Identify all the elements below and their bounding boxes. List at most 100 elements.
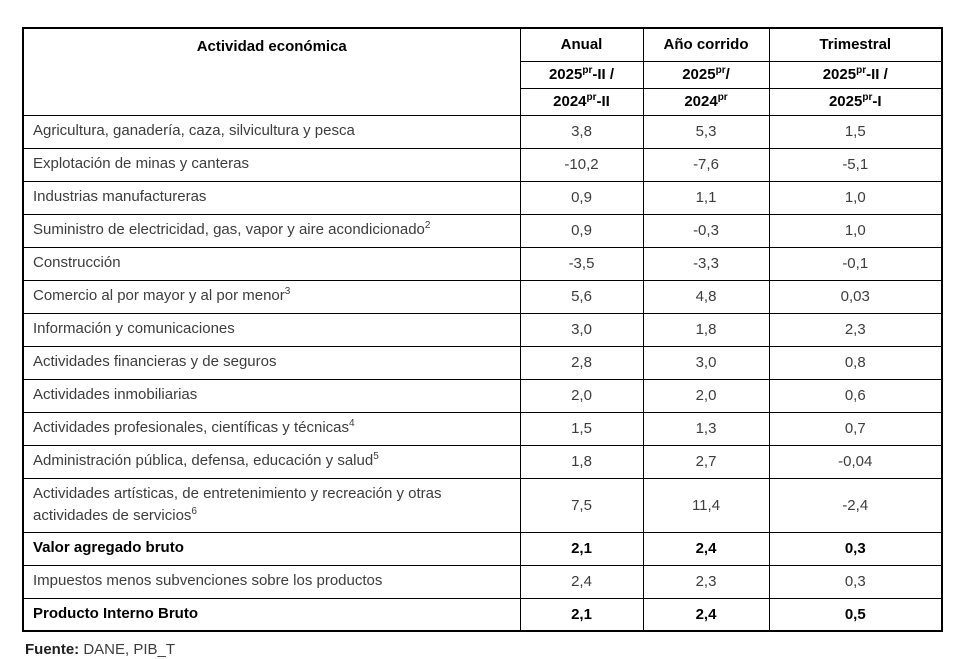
activity-label: Explotación de minas y canteras (33, 155, 249, 173)
period-cell-ytd-bottom: 2024pr (642, 87, 770, 116)
table-row: Actividades artísticas, de entretenimien… (22, 477, 943, 533)
activity-label-cell: Suministro de electricidad, gas, vapor y… (22, 213, 521, 248)
value-cell: 0,3 (768, 564, 943, 599)
period-sup: pr (586, 92, 597, 103)
period-suffix: / (725, 66, 730, 83)
activity-label: Información y comunicaciones (33, 320, 235, 338)
value-cell: 3,0 (519, 312, 644, 347)
value-cell: 1,5 (519, 411, 644, 446)
value-cell: 0,7 (768, 411, 943, 446)
activity-label: Industrias manufactureras (33, 188, 207, 206)
value-cell: 11,4 (642, 477, 770, 533)
value-cell: 2,8 (519, 345, 644, 380)
activity-label-cell: Información y comunicaciones (22, 312, 521, 347)
value-cell: 1,8 (519, 444, 644, 479)
value-cell: 0,6 (768, 378, 943, 413)
activity-label: Construcción (33, 254, 121, 272)
activity-label-cell: Construcción (22, 246, 521, 281)
source-label: Fuente: (25, 641, 80, 658)
footnote-marker: 3 (284, 286, 291, 298)
value-cell: 0,5 (768, 597, 943, 632)
value-cell: 1,0 (768, 180, 943, 215)
period-suffix: -II / (592, 66, 615, 83)
col-header-year-to-date: Año corrido (642, 27, 770, 62)
period-suffix: -II (596, 93, 610, 110)
activity-label-cell: Industrias manufactureras (22, 180, 521, 215)
table-body: Agricultura, ganadería, caza, silvicultu… (22, 114, 943, 632)
value-cell: 2,1 (519, 597, 644, 632)
value-cell: 2,4 (642, 531, 770, 566)
activity-label: Actividades financieras y de seguros (33, 353, 277, 371)
period-sup: pr (717, 92, 728, 103)
period-year: 2025 (828, 93, 863, 110)
activity-label: Impuestos menos subvenciones sobre los p… (33, 572, 383, 590)
table-row: Construcción -3,5 -3,3 -0,1 (22, 246, 943, 281)
activity-label-cell: Producto Interno Bruto (22, 597, 521, 632)
activity-label: Suministro de electricidad, gas, vapor y… (33, 221, 425, 239)
period-year: 2025 (682, 66, 716, 83)
activity-label: Actividades profesionales, científicas y… (33, 419, 349, 437)
period-year: 2024 (684, 93, 718, 110)
period-year: 2025 (548, 66, 583, 83)
value-cell: 2,4 (642, 597, 770, 632)
table-row: Impuestos menos subvenciones sobre los p… (22, 564, 943, 599)
period-year: 2025 (822, 66, 857, 83)
value-cell: 2,4 (519, 564, 644, 599)
period-cell-annual-bottom: 2024pr-II (519, 87, 644, 116)
value-cell: 0,8 (768, 345, 943, 380)
table-row: Explotación de minas y canteras -10,2 -7,6… (22, 147, 943, 182)
value-cell: 2,1 (519, 531, 644, 566)
value-cell: -3,3 (642, 246, 770, 281)
value-cell: -0,04 (768, 444, 943, 479)
activity-label-cell: Impuestos menos subvenciones sobre los p… (22, 564, 521, 599)
period-cell-quarterly-top: 2025pr-II / (768, 60, 943, 89)
value-cell: 2,0 (519, 378, 644, 413)
value-cell: -0,3 (642, 213, 770, 248)
activity-label-cell: Administración pública, defensa, educaci… (22, 444, 521, 479)
value-cell: -7,6 (642, 147, 770, 182)
value-cell: 1,5 (768, 114, 943, 149)
value-cell: 1,1 (642, 180, 770, 215)
footnote-marker: 6 (191, 506, 197, 517)
value-cell: 5,6 (519, 279, 644, 314)
value-cell: -10,2 (519, 147, 644, 182)
value-cell: 2,0 (642, 378, 770, 413)
value-cell: 3,0 (642, 345, 770, 380)
value-cell: -5,1 (768, 147, 943, 182)
activity-label: Producto Interno Bruto (33, 605, 198, 622)
activity-label: Actividades artísticas, de entretenimien… (33, 484, 442, 525)
source-value: DANE, PIB_T (83, 641, 176, 658)
activity-label-cell: Actividades inmobiliarias (22, 378, 521, 413)
table-row: Comercio al por mayor y al por menor3 5,6… (22, 279, 943, 314)
source-note: Fuente: DANE, PIB_T (25, 641, 958, 658)
table-row: Valor agregado bruto 2,1 2,4 0,3 (22, 531, 943, 566)
table-row: Actividades financieras y de seguros 2,8 3… (22, 345, 943, 380)
col-header-annual: Anual (519, 27, 644, 62)
table-row: Industrias manufactureras 0,9 1,1 1,0 (22, 180, 943, 215)
activity-label: Administración pública, defensa, educaci… (33, 452, 374, 470)
table-row: Agricultura, ganadería, caza, silvicultu… (22, 114, 943, 149)
value-cell: 2,7 (642, 444, 770, 479)
period-cell-quarterly-bottom: 2025pr-I (768, 87, 943, 116)
activity-label: Comercio al por mayor y al por menor (33, 287, 285, 305)
table-header: Actividad económica Anual Año corrido Tr… (22, 27, 943, 116)
activity-label-cell: Actividades profesionales, científicas y… (22, 411, 521, 446)
table-row: Información y comunicaciones 3,0 1,8 2,3 (22, 312, 943, 347)
value-cell: 1,8 (642, 312, 770, 347)
period-cell-ytd-top: 2025pr/ (642, 60, 770, 89)
activity-label-cell: Actividades financieras y de seguros (22, 345, 521, 380)
value-cell: 4,8 (642, 279, 770, 314)
activity-label: Valor agregado bruto (33, 539, 184, 557)
value-cell: -0,1 (768, 246, 943, 281)
activity-label-cell: Valor agregado bruto (22, 531, 521, 566)
value-cell: 0,9 (519, 213, 644, 248)
value-cell: -2,4 (768, 477, 943, 533)
activity-label-cell: Explotación de minas y canteras (22, 147, 521, 182)
table-row: Suministro de electricidad, gas, vapor y… (22, 213, 943, 248)
value-cell: 3,8 (519, 114, 644, 149)
activity-label-cell: Comercio al por mayor y al por menor3 (22, 279, 521, 314)
col-header-activity: Actividad económica (22, 27, 521, 116)
footnote-marker: 2 (424, 220, 431, 232)
value-cell: -3,5 (519, 246, 644, 281)
